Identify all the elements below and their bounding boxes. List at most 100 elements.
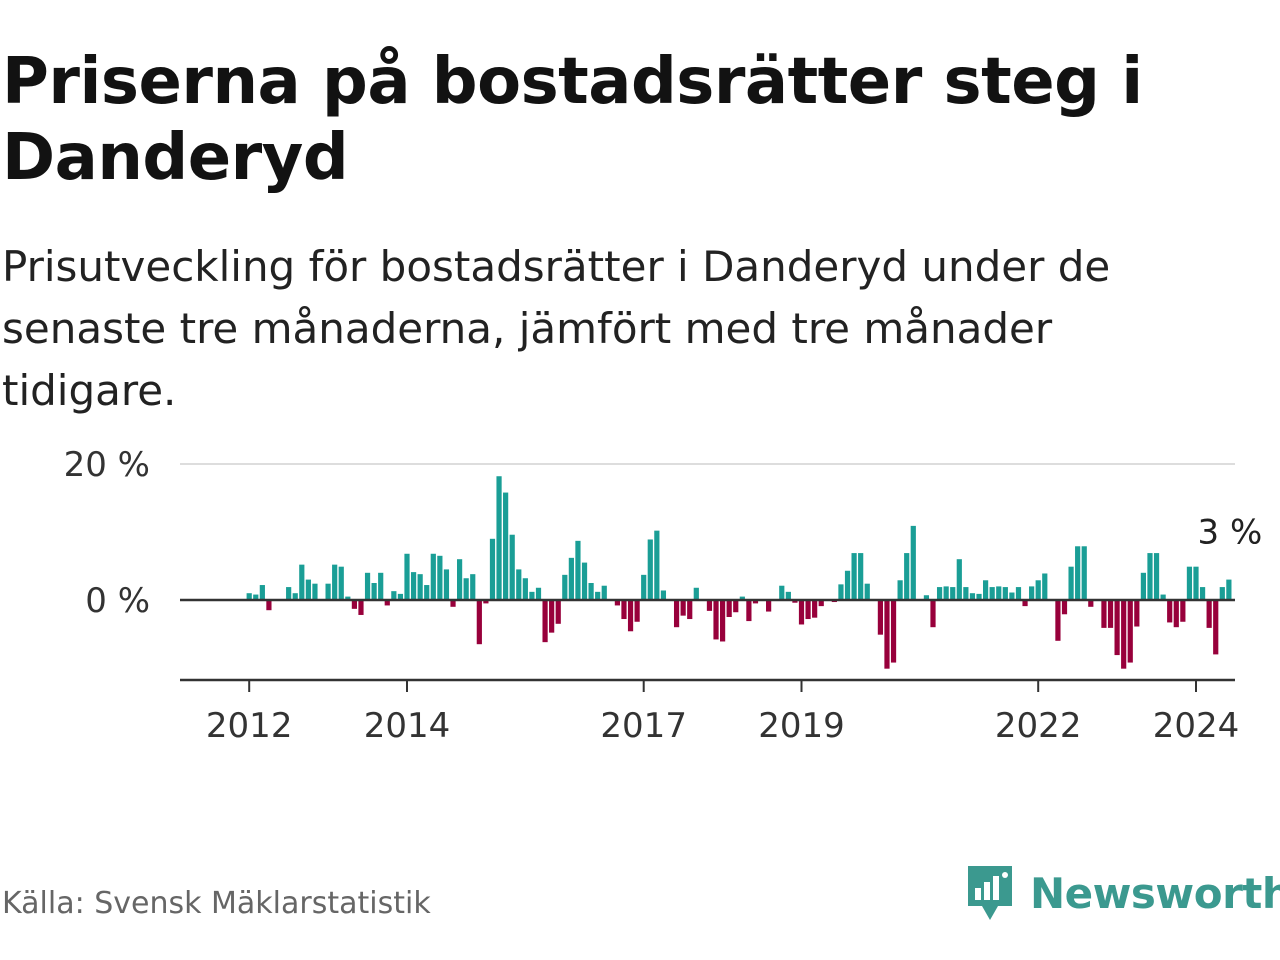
bar xyxy=(601,585,607,600)
bar xyxy=(930,600,936,628)
bar xyxy=(424,585,430,600)
bar xyxy=(332,564,338,600)
bar xyxy=(503,492,509,600)
bar xyxy=(812,600,818,618)
bar xyxy=(470,574,476,600)
bar xyxy=(516,569,522,600)
bar xyxy=(549,600,555,633)
bar xyxy=(641,574,647,600)
bar xyxy=(1114,600,1120,656)
bar xyxy=(660,590,667,600)
bar xyxy=(1147,553,1153,600)
bar xyxy=(430,553,436,600)
bar xyxy=(654,530,660,600)
bar xyxy=(1140,572,1146,600)
bar xyxy=(575,540,581,600)
bar xyxy=(496,476,502,600)
bar xyxy=(371,583,377,600)
bar xyxy=(312,583,318,600)
bar xyxy=(253,594,259,600)
bar xyxy=(351,600,357,609)
bar xyxy=(529,591,535,600)
bar xyxy=(969,593,976,600)
bar xyxy=(509,534,515,600)
bar xyxy=(1153,553,1160,600)
bar xyxy=(522,578,528,600)
bar xyxy=(779,585,785,600)
bar xyxy=(720,600,726,642)
bar xyxy=(345,596,351,600)
bar xyxy=(877,600,883,635)
bar xyxy=(818,600,824,607)
bar xyxy=(1193,566,1199,600)
bar xyxy=(489,538,496,600)
bar xyxy=(1226,579,1232,600)
bar xyxy=(364,572,371,600)
bar xyxy=(963,587,969,600)
bar xyxy=(733,600,739,613)
bar xyxy=(680,600,686,616)
bar xyxy=(476,600,482,645)
bar xyxy=(976,593,982,600)
bar xyxy=(404,553,410,600)
bar xyxy=(542,600,548,643)
bar xyxy=(1219,587,1225,600)
bar-chart: 0 % 20 % 2012 2014 2017 2019 2022 2024 3 % xyxy=(64,445,1263,746)
bar xyxy=(766,600,772,612)
bar xyxy=(1015,587,1022,600)
bar xyxy=(483,600,489,604)
bar xyxy=(1173,600,1179,628)
bar xyxy=(1206,600,1212,628)
bar xyxy=(1160,594,1166,600)
bar xyxy=(417,574,423,600)
bar xyxy=(437,555,443,600)
bar xyxy=(1035,580,1041,600)
bar xyxy=(384,600,390,606)
bar xyxy=(1061,600,1068,615)
bar xyxy=(450,600,456,607)
bar xyxy=(752,600,759,604)
bar xyxy=(1022,600,1028,607)
bar xyxy=(1075,546,1081,600)
bar xyxy=(739,596,745,600)
bar xyxy=(884,600,890,669)
bar xyxy=(1101,600,1107,628)
bar xyxy=(983,580,989,600)
chart-subtitle: Prisutveckling för bostadsrätter i Dande… xyxy=(2,242,1111,415)
bar xyxy=(956,559,962,600)
bar xyxy=(996,586,1002,600)
bar xyxy=(305,579,311,600)
x-tick-label: 2012 xyxy=(206,706,293,746)
bar xyxy=(595,591,601,600)
bar xyxy=(897,580,903,600)
bar xyxy=(1029,586,1035,600)
x-tick-label: 2017 xyxy=(600,706,687,746)
bar xyxy=(1213,600,1219,655)
bar xyxy=(864,583,870,600)
bar xyxy=(378,572,384,600)
bar xyxy=(581,562,588,600)
bar xyxy=(614,600,620,606)
chart-title: Priserna på bostadsrätter steg i Dandery… xyxy=(2,45,1143,195)
bar xyxy=(457,559,463,600)
bar xyxy=(634,600,640,622)
bar xyxy=(792,600,798,603)
bar xyxy=(858,553,864,600)
bar xyxy=(588,583,594,600)
y-tick-label: 0 % xyxy=(85,581,150,621)
bar xyxy=(338,566,344,600)
y-tick-label: 20 % xyxy=(64,445,150,485)
bar xyxy=(1121,600,1127,669)
bar xyxy=(535,587,542,600)
bar xyxy=(989,587,995,600)
y-axis-labels: 0 % 20 % xyxy=(64,445,150,621)
bar xyxy=(621,600,627,620)
bar xyxy=(292,593,298,600)
newsworthy-logo-icon xyxy=(968,866,1012,920)
x-tick-label: 2019 xyxy=(758,706,845,746)
newsworthy-logo: Newsworthy xyxy=(964,862,1280,924)
x-tick-label: 2022 xyxy=(995,706,1082,746)
bar xyxy=(1186,566,1193,600)
bar xyxy=(693,587,699,600)
bar xyxy=(443,569,450,600)
